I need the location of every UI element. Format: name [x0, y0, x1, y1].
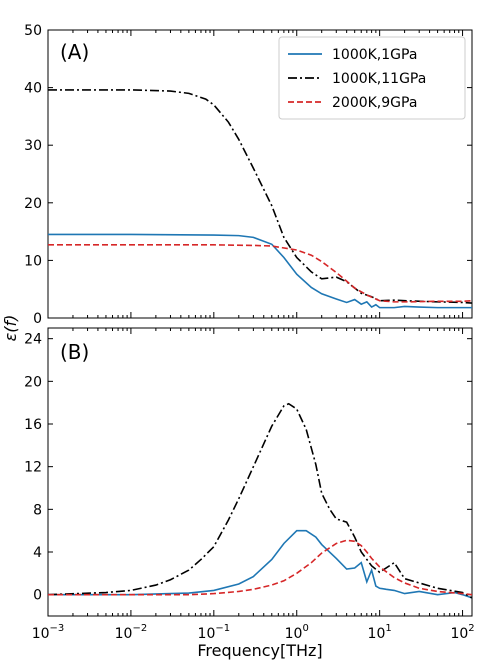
x-axis-label: Frequency[THz]	[197, 641, 322, 660]
y-tick-label-a: 30	[24, 138, 42, 154]
x-tick-label: 102	[450, 623, 474, 642]
y-tick-label-b: 16	[24, 417, 42, 433]
series-line-a	[48, 244, 473, 303]
y-tick-label-b: 8	[33, 502, 42, 518]
y-tick-label-b: 12	[24, 460, 42, 476]
series-line-b	[47, 402, 473, 599]
panel-a-series	[48, 89, 473, 309]
x-tick-label: 101	[368, 623, 392, 642]
panel-a-ticks: 0 10 20 30 40 50	[24, 23, 472, 327]
panel-a-frame	[47, 29, 473, 319]
panel-b-label: (B)	[60, 340, 89, 364]
y-tick-label-a: 10	[24, 253, 42, 269]
x-tick-label: 100	[285, 623, 309, 642]
series-line-a	[48, 233, 472, 309]
series-line-b	[48, 529, 473, 599]
legend-box	[278, 36, 466, 120]
y-tick-label-a: 40	[24, 81, 42, 97]
panel-b: 0 4 8 12 16 20 24 10−3 10−2 10−1 100 101 102 (B)	[24, 327, 475, 642]
panel-a: 0 10 20 30 40 50 (A) 1000K,1GPa 1000K,11GPa 200…	[24, 23, 473, 327]
series-line-a	[48, 89, 473, 304]
x-tick-label: 10−1	[198, 623, 231, 642]
y-tick-label-b: 20	[24, 374, 42, 390]
y-tick-label-b: 4	[33, 545, 42, 561]
panel-a-label: (A)	[60, 40, 89, 64]
legend: 1000K,1GPa 1000K,11GPa 2000K,9GPa	[278, 36, 466, 120]
legend-label: 1000K,1GPa	[332, 47, 417, 63]
panel-b-ticks: 0 4 8 12 16 20 24 10−3 10−2 10−1 100 101 102	[24, 328, 475, 642]
legend-label: 2000K,9GPa	[332, 95, 417, 111]
y-tick-label-a: 0	[33, 311, 42, 327]
panel-b-frame	[47, 327, 473, 617]
legend-label: 1000K,11GPa	[332, 71, 426, 87]
y-tick-label-a: 50	[24, 23, 42, 39]
y-tick-label-a: 20	[24, 196, 42, 212]
panel-b-series	[47, 402, 473, 599]
series-line-b	[48, 539, 473, 596]
y-tick-label-b: 24	[24, 332, 42, 348]
y-tick-label-b: 0	[33, 588, 42, 604]
x-tick-label: 10−2	[115, 623, 148, 642]
x-tick-label: 10−3	[32, 623, 65, 642]
y-axis-label: ε(f)	[1, 315, 20, 342]
